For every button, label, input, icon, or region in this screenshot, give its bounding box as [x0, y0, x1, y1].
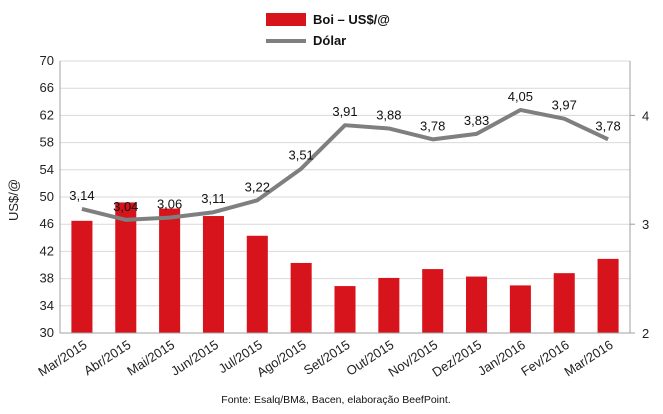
bar [334, 286, 356, 333]
y-axis-right: 2 3 4 [630, 108, 649, 341]
x-axis: Mar/2015Abr/2015Mai/2015Jun/2015Jul/2015… [35, 337, 615, 380]
data-label: 3,88 [376, 107, 401, 122]
x-tick-label: Set/2015 [301, 337, 353, 378]
legend-swatch-boi [266, 13, 306, 26]
x-tick-label: Jun/2015 [168, 337, 221, 379]
x-tick-label: Fev/2016 [518, 337, 572, 379]
y-axis-left: 30 34 38 42 46 50 54 58 62 66 70 [40, 53, 54, 340]
bar [159, 208, 181, 333]
y-tick-label: 54 [40, 162, 54, 177]
data-label: 3,22 [245, 179, 270, 194]
y-tick-label: 70 [40, 53, 54, 68]
x-tick-label: Mar/2015 [35, 337, 89, 379]
y-tick-label: 38 [40, 271, 54, 286]
data-label: 3,51 [288, 148, 313, 163]
data-label: 4,05 [508, 89, 533, 104]
bar [202, 216, 224, 333]
line-series [81, 107, 609, 222]
x-tick-label: Jan/2016 [475, 337, 528, 379]
y-tick-label: 58 [40, 135, 54, 150]
data-label: 3,97 [552, 98, 577, 113]
x-tick-label: Dez/2015 [429, 337, 484, 380]
y-tick-label: 34 [40, 298, 54, 313]
data-label: 3,83 [464, 113, 489, 128]
bar [115, 202, 137, 333]
data-label: 3,14 [69, 188, 94, 203]
data-labels: 3,14 3,04 3,06 3,11 3,22 3,51 3,91 3,88 3,78 3,83… [69, 89, 620, 214]
data-label: 3,04 [113, 199, 138, 214]
x-tick-label: Ago/2015 [254, 337, 309, 380]
y-tick-label: 42 [40, 243, 54, 258]
legend-label-boi: Boi – US$/@ [313, 12, 390, 27]
y-axis-label: US$/@ [6, 179, 21, 221]
bar [509, 285, 531, 333]
bar [422, 269, 444, 333]
source-note: Fonte: Esalq/BM&, Bacen, elaboração Beef… [221, 394, 450, 406]
y-tick-label: 30 [40, 325, 54, 340]
x-tick-label: Abr/2015 [81, 337, 133, 378]
y2-tick-label: 3 [642, 217, 649, 232]
y-tick-label: 62 [40, 107, 54, 122]
gridlines [60, 60, 630, 334]
x-tick-label: Mai/2015 [124, 337, 177, 379]
data-label: 3,06 [157, 197, 182, 212]
bar [246, 235, 268, 333]
data-label: 3,78 [595, 118, 620, 133]
bar [553, 273, 575, 333]
bar-series [71, 202, 619, 333]
y-tick-label: 50 [40, 189, 54, 204]
bar [71, 220, 93, 333]
x-tick-label: Mar/2016 [561, 337, 615, 379]
y2-tick-label: 4 [642, 108, 649, 123]
data-label: 3,11 [201, 191, 225, 206]
y-tick-label: 46 [40, 216, 54, 231]
legend-label-dolar: Dólar [313, 33, 346, 48]
data-label: 3,91 [332, 104, 357, 119]
y-tick-label: 66 [40, 80, 54, 95]
bar [466, 276, 488, 333]
data-label: 3,78 [420, 118, 445, 133]
bar [378, 277, 400, 333]
legend: Boi – US$/@ Dólar [266, 12, 390, 48]
dolar-line [81, 107, 609, 222]
bar [290, 262, 312, 333]
x-tick-label: Nov/2015 [385, 337, 440, 380]
bar [597, 258, 619, 333]
y2-tick-label: 2 [642, 326, 649, 341]
